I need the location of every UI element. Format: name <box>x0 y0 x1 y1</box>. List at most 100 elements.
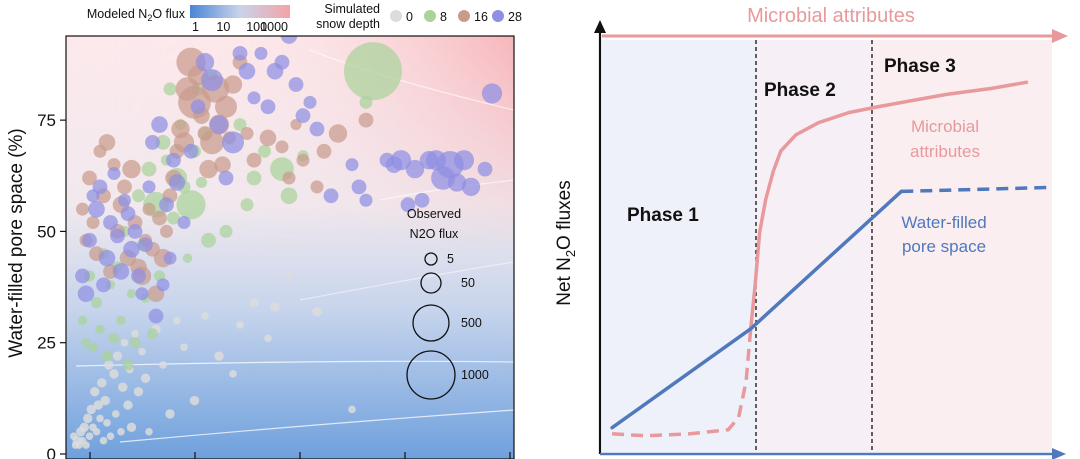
bubble-snow-0 <box>180 343 188 351</box>
bubble-snow-28 <box>75 268 90 284</box>
bubble-snow-0 <box>173 316 181 325</box>
right-y-axis-label: Net N2O fluxes <box>554 180 578 306</box>
bubble-snow-0 <box>249 297 259 308</box>
bubble-snow-28 <box>453 150 475 171</box>
bubble-snow-0 <box>99 436 108 445</box>
series-label-line2: pore space <box>902 237 986 256</box>
bubble-snow-16 <box>275 140 289 154</box>
colorbar-tick-label: 10 <box>216 20 230 34</box>
bubble-snow-16 <box>240 126 254 140</box>
bubble-snow-28 <box>400 197 416 213</box>
bubble-snow-0 <box>133 386 144 397</box>
series-labels: Microbial attributes Water-filled pore spac… <box>901 117 986 256</box>
bubble-snow-0 <box>264 334 272 343</box>
bubble-snow-0 <box>229 370 237 378</box>
bubble-snow-0 <box>214 351 224 361</box>
bubble-snow-0 <box>140 373 151 384</box>
phase-band <box>872 40 1052 452</box>
bubble-snow-8 <box>101 350 113 362</box>
bubble-snow-16 <box>142 202 156 216</box>
bubble-snow-16 <box>290 118 302 131</box>
bubble-snow-28 <box>142 180 156 194</box>
bubble-snow-0 <box>112 351 123 361</box>
colorbar-tick-label: 1000 <box>260 20 288 34</box>
bubble-snow-28 <box>405 159 425 179</box>
bubble-snow-0 <box>165 409 175 419</box>
left-y-tick-label: 25 <box>37 334 56 353</box>
bubble-snow-16 <box>259 129 277 147</box>
series-label-line1: Water-filled <box>901 213 986 232</box>
bubble-snow-0 <box>159 361 167 369</box>
bubble-snow-0 <box>111 410 120 418</box>
bubble-snow-16 <box>200 130 224 155</box>
colorbar-tick-label: 100 <box>246 20 267 34</box>
size-legend-label: 1000 <box>461 368 489 382</box>
bubble-snow-0 <box>189 395 200 406</box>
size-legend-title-line1: Observed <box>407 207 461 221</box>
bubble-snow-28 <box>232 45 248 61</box>
bubble-snow-28 <box>414 192 430 208</box>
size-legend-circle <box>412 304 450 342</box>
bubble-snow-16 <box>152 210 167 226</box>
phase-band <box>602 40 756 452</box>
bubble-snow-28 <box>238 62 256 80</box>
bubble-snow-28 <box>222 131 244 154</box>
bubble-snow-0 <box>93 400 103 410</box>
series-dashed-line <box>901 185 1053 194</box>
bubble-snow-0 <box>86 404 96 415</box>
curve-layer <box>610 80 1053 438</box>
bubble-snow-0 <box>104 360 114 370</box>
bubble-snow-28 <box>98 249 116 267</box>
bubble-snow-8 <box>201 232 216 248</box>
bubble-snow-28 <box>254 46 268 60</box>
bubble-snow-0 <box>236 321 244 329</box>
snow-legend-title-line1: Simulated <box>324 2 380 16</box>
bubble-snow-28 <box>190 99 206 115</box>
bubble-snow-28 <box>309 121 325 137</box>
bubble-snow-0 <box>118 382 128 392</box>
bubble-snow-28 <box>323 188 339 204</box>
bubble-snow-28 <box>82 232 97 248</box>
bubble-snow-8 <box>182 253 193 263</box>
bubble-snow-28 <box>159 197 174 213</box>
bubble-snow-28 <box>247 91 261 105</box>
bubble-snow-28 <box>145 134 160 150</box>
bubble-snow-28 <box>96 277 111 293</box>
bubble-snow-28 <box>88 200 105 218</box>
bubble-snow-16 <box>296 153 310 167</box>
bubble-snow-8 <box>155 134 171 150</box>
bubble-snow-8 <box>88 342 98 352</box>
size-legend-circle <box>406 350 456 400</box>
bubble-snow-28 <box>118 193 131 207</box>
bubble-snow-28 <box>345 158 359 172</box>
bubble-snow-8 <box>132 189 145 203</box>
bubble-snow-28 <box>260 99 276 115</box>
bubble-snow-0 <box>92 427 101 436</box>
size-legend-circle <box>420 272 442 294</box>
bubble-snow-28 <box>201 69 223 92</box>
bubble-snow-16 <box>199 159 218 179</box>
bubble-snow-28 <box>280 36 298 44</box>
bubble-snow-0 <box>285 272 293 280</box>
bubble-snow-16 <box>358 112 374 128</box>
phase-label: Phase 1 <box>627 205 699 226</box>
bubble-snow-28 <box>151 116 168 133</box>
bubble-snow-28 <box>177 216 191 230</box>
size-legend-label: 500 <box>461 316 482 330</box>
bubble-snow-28 <box>77 285 95 303</box>
snow-legend-swatch <box>458 10 470 22</box>
bubble-snow-8 <box>146 328 159 340</box>
bubble-snow-0 <box>131 330 139 338</box>
bubble-snow-28 <box>103 215 118 230</box>
bubble-snow-28 <box>274 54 290 70</box>
bubble-snow-16 <box>98 134 116 151</box>
snow-legend-title-line2: snow depth <box>316 17 380 31</box>
colorbar-tick-label: 1 <box>192 20 199 34</box>
bubble-snow-16 <box>122 159 141 179</box>
bubble-snow-8 <box>81 338 91 348</box>
microbial-attributes-arrow-head <box>1052 29 1068 43</box>
bubble-snow-0 <box>312 306 322 317</box>
series-label-line1: Microbial <box>911 117 979 136</box>
bubble-layer <box>69 36 503 449</box>
